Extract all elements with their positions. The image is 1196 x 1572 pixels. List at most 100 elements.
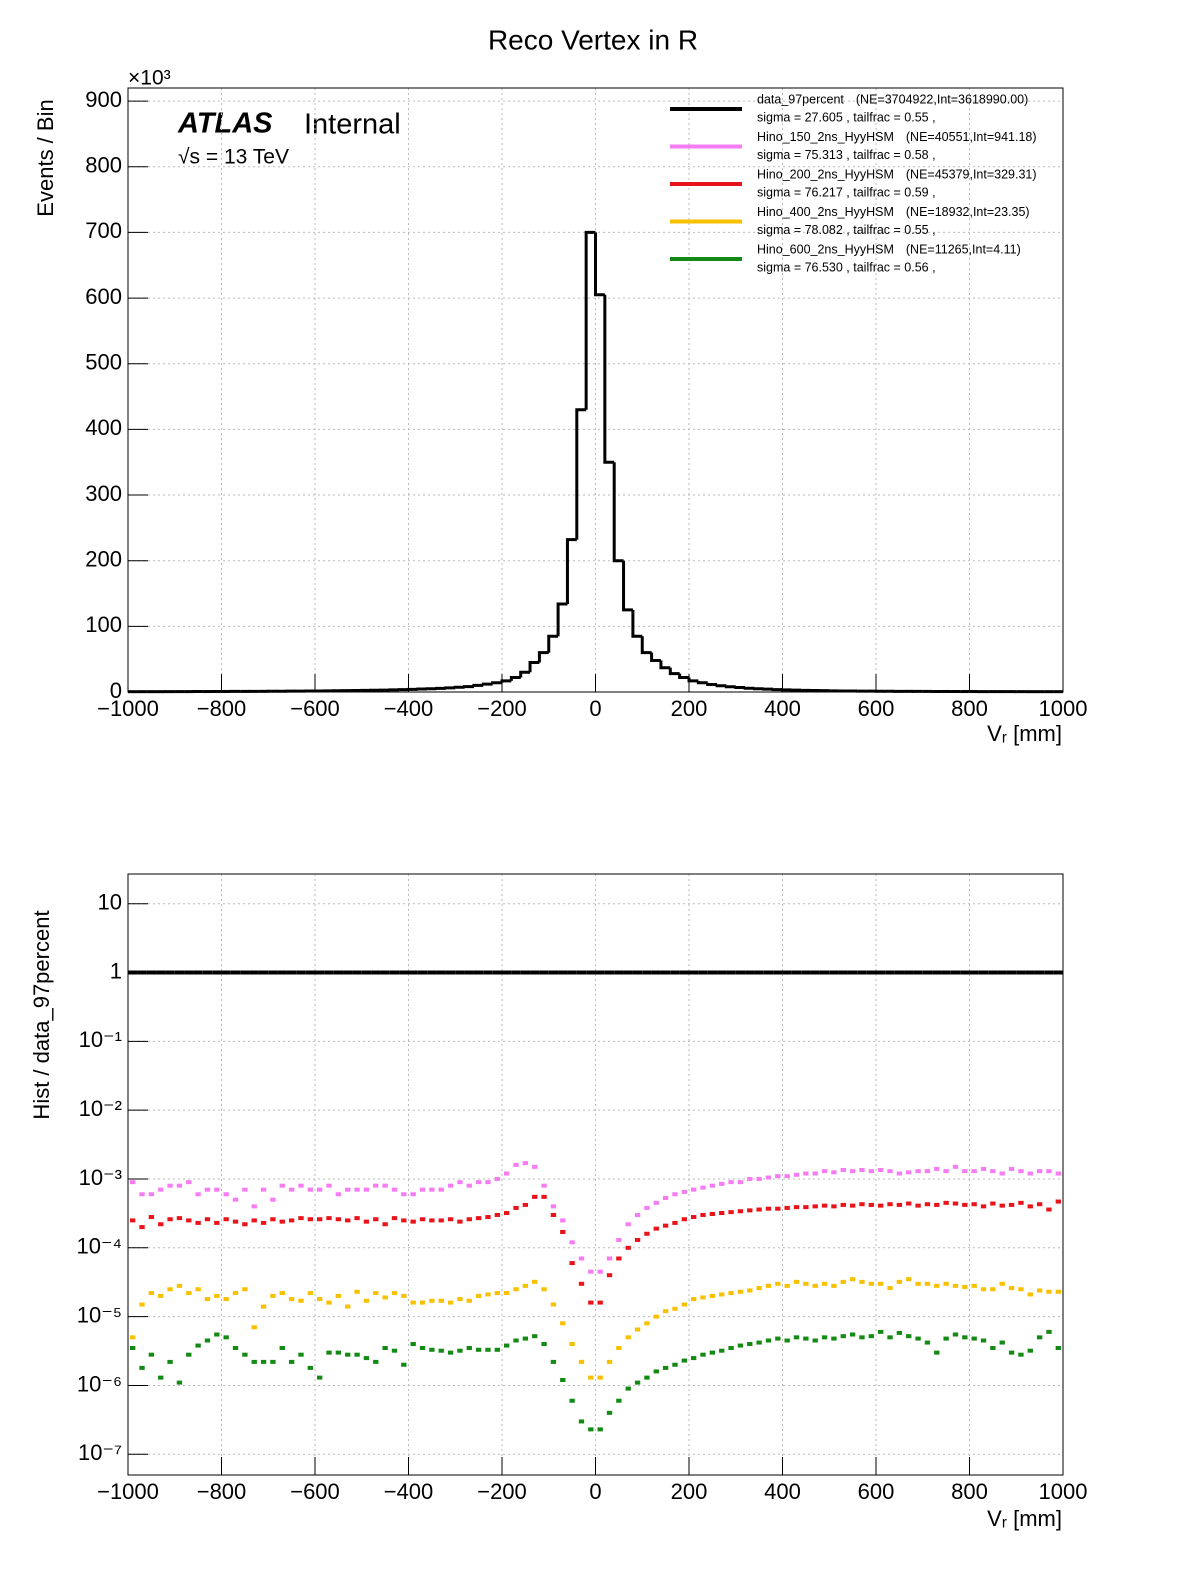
ratio-point <box>588 1427 594 1432</box>
ratio-point <box>279 1291 285 1296</box>
ratio-point <box>279 1346 285 1351</box>
ratio-point <box>373 1217 379 1222</box>
ratio-point <box>307 1187 313 1192</box>
ratio-point <box>700 1185 706 1190</box>
histogram-bin <box>500 679 512 683</box>
ratio-point <box>466 1183 472 1188</box>
ratio-point <box>793 1279 800 1284</box>
ratio-point <box>597 1375 603 1380</box>
ratio-point <box>691 1356 697 1361</box>
ratio-point <box>634 1327 641 1332</box>
ratio-point <box>821 1169 828 1174</box>
ratio-point <box>158 1187 164 1192</box>
ratio-point <box>288 1218 295 1223</box>
ratio-point <box>345 1352 351 1357</box>
ratio-point <box>971 1336 977 1341</box>
ratio-point <box>990 1169 996 1174</box>
ratio-point <box>204 1217 211 1222</box>
ratio-point <box>952 1332 959 1337</box>
ratio-point <box>849 1203 856 1208</box>
ratio-point <box>803 1281 809 1286</box>
ratio-point <box>672 1220 678 1225</box>
ratio-point <box>223 1297 229 1302</box>
ratio-point <box>317 1217 323 1222</box>
legend-stats: (NE=18932,Int=23.35) <box>906 205 1030 219</box>
ratio-point <box>775 1174 781 1179</box>
ratio-point <box>457 1348 463 1353</box>
x-tick-label: −1000 <box>97 696 159 721</box>
ratio-point <box>896 1279 903 1284</box>
ratio-point <box>504 1171 510 1176</box>
ratio-point <box>326 1300 332 1305</box>
ratio-point <box>317 1375 323 1380</box>
ratio-point <box>868 1202 874 1207</box>
x-tick-label: −600 <box>290 1479 340 1504</box>
ratio-point <box>653 1226 659 1231</box>
ratio-point <box>1008 1286 1015 1291</box>
ratio-point <box>139 1365 145 1370</box>
x-tick-label: −200 <box>477 696 527 721</box>
ratio-point <box>176 1183 183 1188</box>
ratio-point <box>803 1205 809 1210</box>
ratio-point <box>737 1289 744 1294</box>
ratio-point <box>522 1283 529 1288</box>
ratio-point <box>980 1287 987 1292</box>
ratio-point <box>438 1298 444 1303</box>
ratio-point <box>999 1171 1005 1176</box>
ratio-point <box>419 1187 426 1192</box>
x-tick-label: −800 <box>197 696 247 721</box>
y-tick-label: 900 <box>85 87 122 112</box>
ratio-point <box>691 1297 697 1302</box>
histogram-bin <box>631 609 643 638</box>
ratio-point <box>148 1192 155 1197</box>
ratio-point <box>354 1289 360 1294</box>
ratio-point <box>775 1336 781 1341</box>
ratio-point <box>719 1211 725 1216</box>
status-label: Internal <box>304 109 401 141</box>
ratio-point <box>335 1192 342 1197</box>
ratio-point <box>775 1281 781 1286</box>
ratio-point <box>130 1335 136 1340</box>
ratio-point <box>513 1338 519 1343</box>
ratio-point <box>532 1334 538 1339</box>
ratio-point <box>924 1202 931 1207</box>
ratio-point <box>887 1286 893 1291</box>
ratio-point <box>700 1212 706 1217</box>
ratio-point <box>242 1352 248 1357</box>
ratio-point <box>597 1427 603 1432</box>
legend-stats: (NE=45379,Int=329.31) <box>906 167 1037 181</box>
ratio-point <box>1027 1292 1033 1297</box>
y-tick-label: 100 <box>85 612 122 637</box>
ratio-point <box>335 1217 342 1222</box>
ratio-point <box>737 1343 744 1348</box>
ratio-point <box>962 1169 968 1174</box>
ratio-point <box>410 1342 416 1347</box>
ratio-point <box>223 1192 229 1197</box>
ratio-point <box>1055 1171 1061 1176</box>
ratio-point <box>831 1283 837 1288</box>
ratio-point <box>653 1200 659 1205</box>
ratio-point <box>662 1195 669 1200</box>
ratio-point <box>139 1225 145 1230</box>
histogram-bin <box>734 686 746 690</box>
ratio-point <box>214 1332 220 1337</box>
ratio-point <box>812 1204 818 1209</box>
ratio-point <box>672 1362 678 1367</box>
ratio-point <box>522 1336 529 1341</box>
ratio-point <box>971 1283 977 1288</box>
y-tick-label: 10⁻¹ <box>79 1027 122 1052</box>
x-tick-label: 800 <box>951 1479 988 1504</box>
ratio-point <box>934 1283 940 1288</box>
histogram-bin <box>575 408 587 540</box>
ratio-point <box>634 1212 641 1217</box>
ratio-point <box>868 1169 874 1174</box>
ratio-point <box>625 1335 631 1340</box>
ratio-point <box>681 1302 687 1307</box>
ratio-point <box>204 1297 211 1302</box>
ratio-point <box>438 1218 444 1223</box>
histogram-bin <box>659 660 671 670</box>
ratio-point <box>457 1297 463 1302</box>
ratio-point <box>1027 1204 1033 1209</box>
ratio-point <box>1036 1335 1043 1340</box>
ratio-point <box>728 1291 734 1296</box>
